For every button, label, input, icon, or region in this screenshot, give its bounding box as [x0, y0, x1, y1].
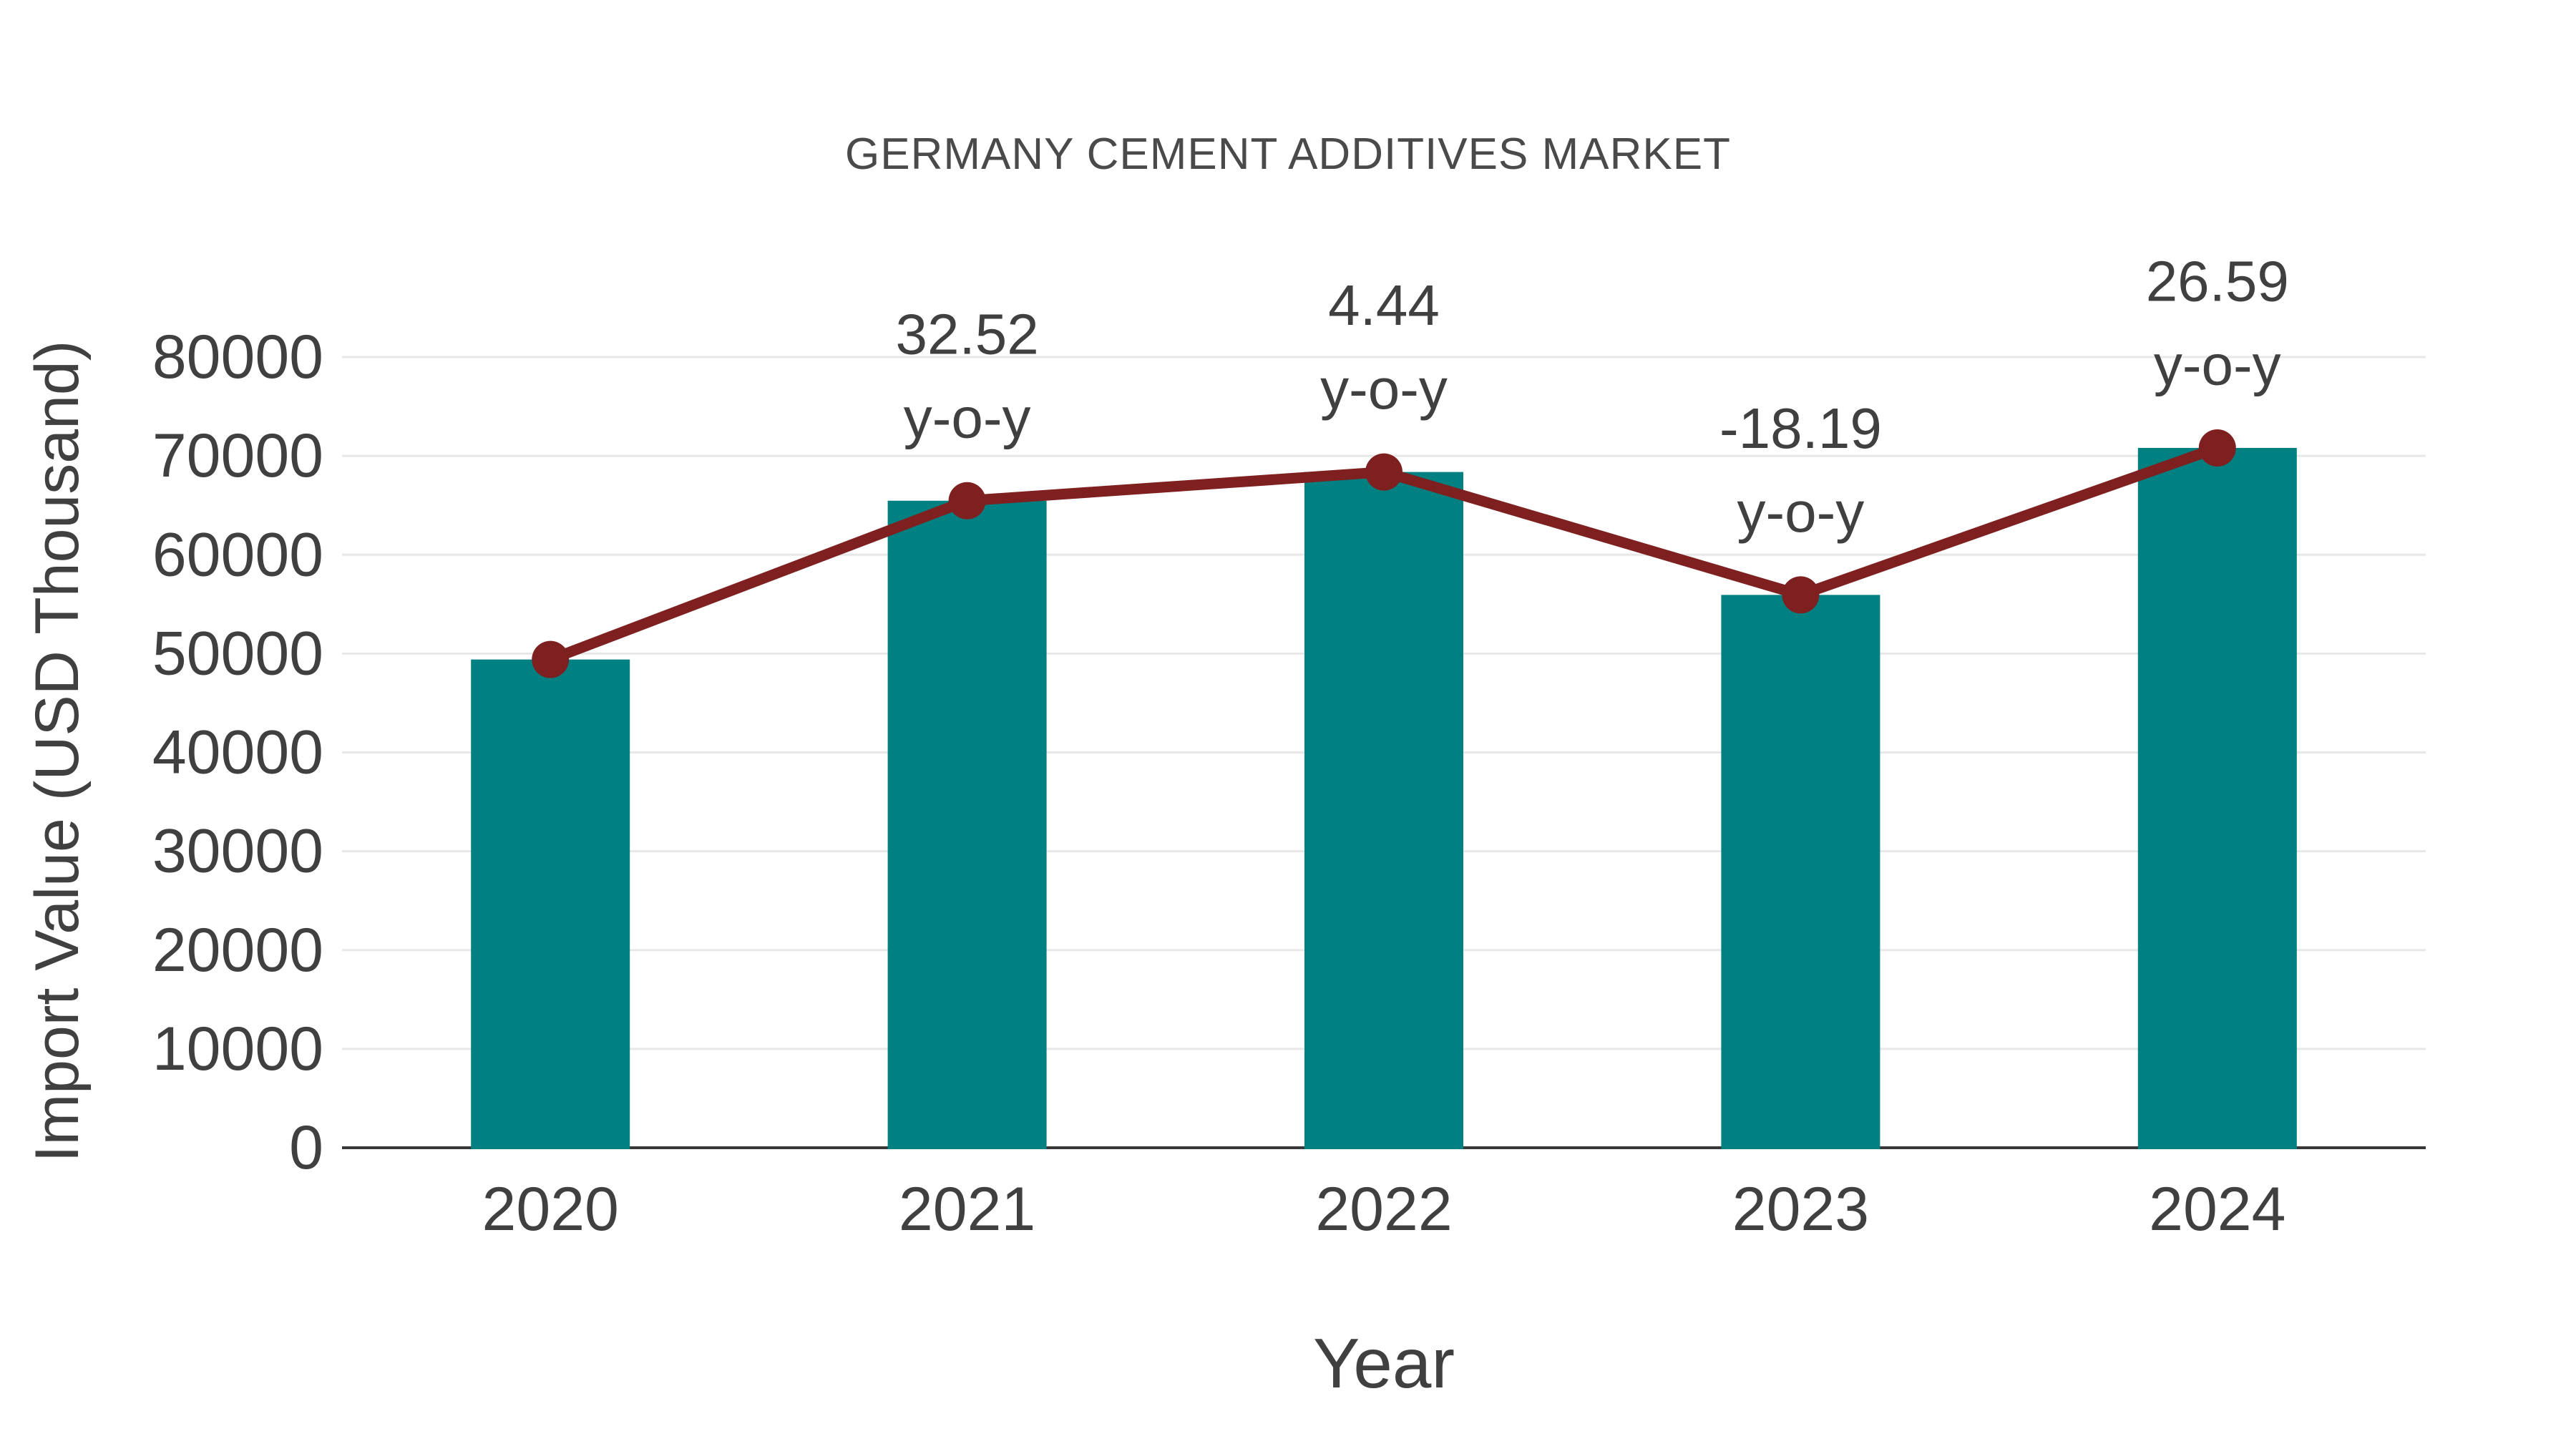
import-value-bar	[471, 659, 630, 1149]
line-marker	[1782, 576, 1820, 614]
yoy-suffix-annotation: y-o-y	[2154, 333, 2281, 396]
y-tick-label: 70000	[152, 421, 323, 490]
yoy-value-annotation: 26.59	[2146, 249, 2289, 313]
yoy-suffix-annotation: y-o-y	[1320, 357, 1448, 421]
import-value-bar	[887, 500, 1047, 1149]
x-tick-label: 2023	[1732, 1175, 1869, 1244]
y-axis-title: Import Value (USD Thousand)	[23, 340, 92, 1163]
y-tick-label: 40000	[152, 718, 323, 787]
yoy-value-annotation: -18.19	[1719, 396, 1882, 460]
import-value-bar	[1304, 472, 1463, 1149]
x-tick-label: 2020	[482, 1175, 619, 1244]
x-axis-title: Year	[1312, 1324, 1455, 1402]
yoy-suffix-annotation: y-o-y	[904, 386, 1031, 449]
x-tick-label: 2022	[1315, 1175, 1452, 1244]
y-tick-label: 60000	[152, 520, 323, 589]
yoy-value-annotation: 4.44	[1328, 273, 1440, 337]
x-tick-label: 2021	[899, 1175, 1035, 1244]
line-marker	[948, 482, 986, 519]
line-marker	[1365, 453, 1402, 491]
x-tick-label: 2024	[2149, 1175, 2285, 1244]
yoy-value-annotation: 32.52	[895, 302, 1038, 366]
y-tick-label: 30000	[152, 817, 323, 886]
import-value-bar	[1721, 595, 1880, 1149]
y-tick-label: 0	[289, 1113, 323, 1182]
yoy-suffix-annotation: y-o-y	[1737, 480, 1865, 544]
y-tick-label: 20000	[152, 916, 323, 985]
y-tick-label: 50000	[152, 619, 323, 688]
import-value-bar	[2137, 447, 2297, 1149]
y-tick-label: 80000	[152, 323, 323, 391]
line-marker	[2198, 429, 2236, 467]
chart-title: GERMANY CEMENT ADDITIVES MARKET	[845, 130, 1731, 179]
y-tick-label: 10000	[152, 1015, 323, 1083]
line-marker	[532, 640, 570, 678]
